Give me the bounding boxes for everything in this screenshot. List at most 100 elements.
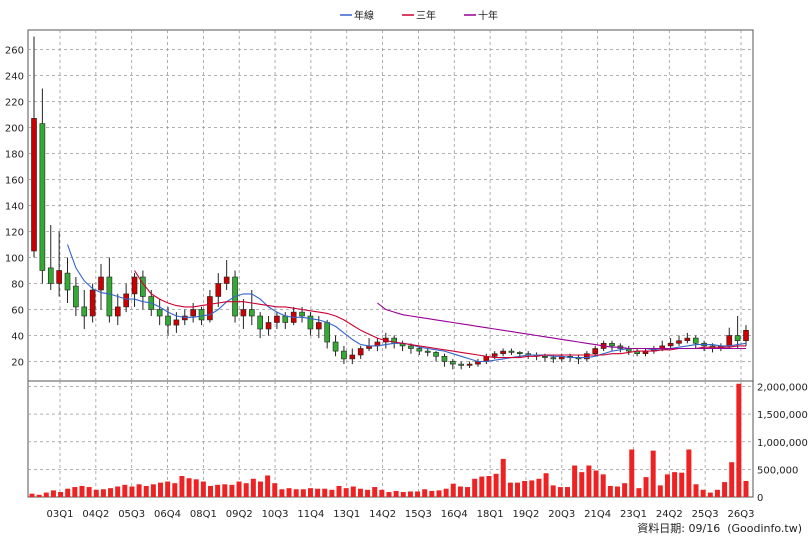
candle-body: [56, 270, 62, 284]
volume-bar: [693, 484, 699, 497]
candle-body: [31, 118, 37, 252]
volume-bar: [36, 494, 42, 497]
volume-bar: [607, 485, 613, 497]
x-tick-label: 18Q1: [477, 509, 504, 520]
price-tick-label: 220: [5, 98, 24, 109]
ma-line-ten: [377, 302, 746, 350]
volume-bar: [193, 479, 199, 497]
candle-body: [542, 355, 548, 358]
x-tick-label: 21Q4: [584, 509, 611, 520]
candle-body: [676, 340, 682, 344]
x-tick-label: 15Q3: [405, 509, 432, 520]
candle-body: [98, 276, 104, 291]
volume-bar: [636, 488, 642, 497]
candle-body: [550, 357, 557, 360]
x-tick-label: 26Q3: [728, 509, 755, 520]
x-tick-label: 14Q2: [369, 509, 396, 520]
volume-bar: [158, 482, 164, 497]
volume-tick-label: 0: [757, 493, 763, 504]
volume-bar: [486, 476, 492, 497]
volume-bar: [664, 474, 670, 497]
candle-body: [667, 342, 674, 347]
candle-body: [458, 363, 465, 366]
candle-body: [240, 309, 247, 317]
candle-body: [315, 322, 322, 330]
x-tick-label: 09Q2: [226, 509, 253, 520]
volume-bar: [714, 489, 720, 497]
candle-body: [89, 289, 96, 317]
price-tick-label: 80: [11, 280, 24, 291]
candle-body: [508, 350, 515, 353]
volume-tick-label: 1,000,000: [757, 438, 808, 449]
x-tick-label: 06Q4: [154, 509, 181, 520]
x-tick-label: 19Q2: [512, 509, 539, 520]
volume-bar: [550, 485, 556, 497]
volume-bar: [700, 489, 706, 497]
volume-bar: [93, 489, 99, 497]
candle-body: [265, 322, 272, 330]
volume-bar: [536, 478, 542, 497]
candle-body: [73, 285, 79, 308]
volume-tick-label: 500,000: [757, 465, 798, 476]
candle-body: [332, 341, 339, 352]
volume-bar: [736, 383, 742, 497]
candle-body: [433, 352, 439, 357]
price-tick-label: 60: [11, 306, 24, 317]
volume-bar: [707, 492, 713, 497]
candle-body: [207, 296, 213, 321]
volume-bar: [329, 489, 335, 497]
volume-bar: [593, 470, 599, 497]
volume-bar: [507, 482, 513, 497]
volume-bar: [393, 490, 399, 497]
candle-body: [726, 335, 733, 347]
x-tick-label: 24Q2: [656, 509, 683, 520]
volume-bar: [179, 476, 185, 497]
volume-bar: [272, 483, 278, 497]
price-tick-label: 240: [5, 72, 24, 83]
volume-bar: [450, 483, 456, 497]
price-tick-label: 100: [5, 254, 24, 265]
candle-body: [81, 306, 88, 317]
price-tick-label: 140: [5, 202, 24, 213]
volume-bar: [743, 480, 749, 497]
volume-bar: [529, 480, 535, 497]
candle-body: [47, 267, 54, 284]
x-tick-label: 05Q3: [118, 509, 145, 520]
x-tick-label: 03Q1: [47, 509, 74, 520]
volume-bar: [336, 485, 342, 497]
x-tick-label: 25Q3: [692, 509, 719, 520]
x-tick-label: 16Q4: [441, 509, 468, 520]
candle-body: [282, 315, 289, 323]
candle-body: [441, 355, 448, 362]
volume-bar: [543, 473, 549, 497]
volume-bar: [236, 481, 242, 497]
price-tick-label: 180: [5, 150, 24, 161]
candle-body: [223, 276, 230, 284]
candle-body: [609, 342, 615, 347]
volume-bar: [315, 488, 321, 497]
volume-bar: [43, 492, 49, 497]
candle-body: [416, 348, 423, 352]
volume-bar: [436, 490, 442, 497]
legend-label: 十年: [478, 9, 498, 22]
price-tick-label: 120: [5, 228, 24, 239]
candle-body: [734, 335, 741, 341]
candle-body: [466, 363, 473, 366]
volume-bar: [172, 483, 178, 497]
volume-bar: [243, 483, 249, 497]
candle-body: [500, 350, 506, 355]
candle-body: [274, 315, 280, 323]
volume-bar: [300, 489, 306, 497]
candle-body: [307, 315, 314, 330]
price-tick-label: 160: [5, 176, 24, 187]
price-tick-label: 200: [5, 124, 24, 135]
volume-bar: [307, 488, 313, 497]
volume-bar: [465, 487, 471, 497]
volume-bar: [657, 485, 663, 497]
volume-bar: [415, 491, 421, 497]
volume-bar: [150, 484, 156, 497]
candle-body: [491, 353, 498, 357]
candle-body: [257, 315, 263, 330]
